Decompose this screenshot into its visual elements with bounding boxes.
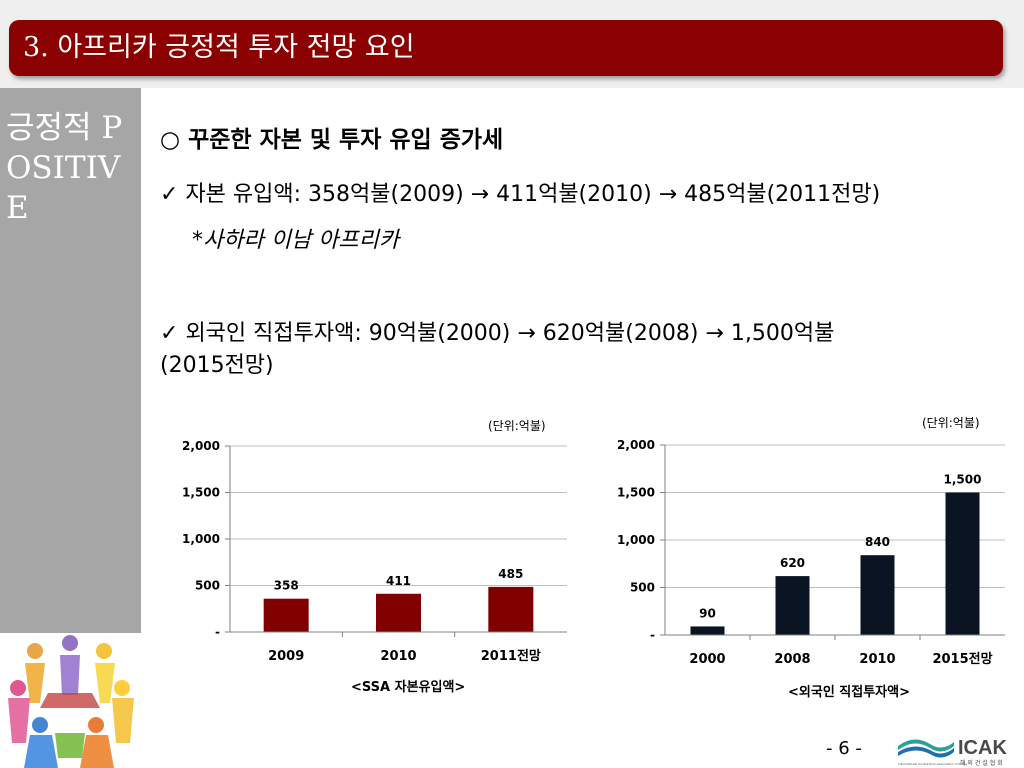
x-tick-label: 2011전망 [481,648,541,664]
bullet-capital-inflow-text: 자본 유입액: 358억불(2009) → 411억불(2010) → 485억… [185,182,881,207]
people-circle-illustration [8,635,134,768]
bar [945,492,980,635]
data-label: 840 [865,535,890,549]
bar [376,593,421,632]
x-tick-label: 2008 [774,652,810,667]
y-tick-label: 2,000 [182,439,220,453]
slide-title: 3. 아프리카 긍정적 투자 전망 요인 [9,20,1003,76]
x-tick-label: 2000 [689,652,725,667]
bar [488,586,534,632]
sidebar-label: 긍정적 POSITIVE [6,110,123,226]
data-label: 90 [699,606,716,620]
region-note: *사하라 이남 아프리카 [192,228,400,253]
data-label: 620 [780,556,805,570]
x-tick-label: 2009 [268,649,304,664]
bullet-capital-inflow: ✓ 자본 유입액: 358억불(2009) → 411억불(2010) → 48… [160,176,880,208]
chart1-unit-label: (단위:억불) [488,419,546,433]
circle-bullet-icon: ○ [160,127,181,153]
bar [775,576,810,635]
x-tick-label: 2010 [380,649,416,664]
chart2-unit-label: (단위:억불) [922,416,980,430]
y-tick-label: - [215,625,220,639]
y-tick-label: 500 [195,579,220,593]
data-label: 358 [274,579,299,593]
x-tick-label: 2010 [859,652,895,667]
section-heading-text: 꾸준한 자본 및 투자 유입 증가세 [188,127,504,153]
y-tick-label: - [650,628,655,642]
data-label: 1,500 [944,473,982,487]
bar [860,555,895,635]
logo-korean-text: 해 외 건 설 협 회 [960,759,1003,767]
fdi-chart: - 500 1,000 1,500 2,000 90 2000 620 2008 840 2010 1… [617,438,1005,667]
y-tick-label: 1,000 [182,532,220,546]
y-tick-label: 2,000 [617,438,655,452]
y-tick-label: 500 [630,581,655,595]
bar [690,626,725,635]
section-heading: ○ 꾸준한 자본 및 투자 유입 증가세 [160,120,503,154]
bullet-fdi: ✓ 외국인 직접투자액: 90억불(2000) → 620억불(2008) → … [160,315,834,347]
x-tick-label: 2015전망 [932,651,992,667]
people-figures [8,635,134,768]
data-label: 411 [386,574,411,588]
sidebar [0,88,141,633]
ssa-capital-inflow-chart: - 500 1,000 1,500 2,000 358 2009 411 2010 485 2011… [182,439,567,664]
y-tick-label: 1,500 [617,486,655,500]
data-label: 485 [498,567,523,581]
chart2-caption: <외국인 직접투자액> [788,685,910,700]
page-number: - 6 - [826,738,862,759]
logo-text: ICAK [958,737,1007,759]
icak-logo: ICAK 해 외 건 설 협 회 International Contracto… [898,737,1007,767]
y-tick-label: 1,000 [617,533,655,547]
logo-small-text: International Contractors Association of… [898,762,967,766]
check-icon: ✓ [160,182,179,207]
chart1-caption: <SSA 자본유입액> [351,680,466,695]
bullet-fdi-continuation: (2015전망) [160,353,274,378]
check-icon: ✓ [160,321,179,346]
y-tick-label: 1,500 [182,486,220,500]
bullet-fdi-text: 외국인 직접투자액: 90억불(2000) → 620억불(2008) → 1,… [185,321,835,346]
bar [263,598,309,632]
